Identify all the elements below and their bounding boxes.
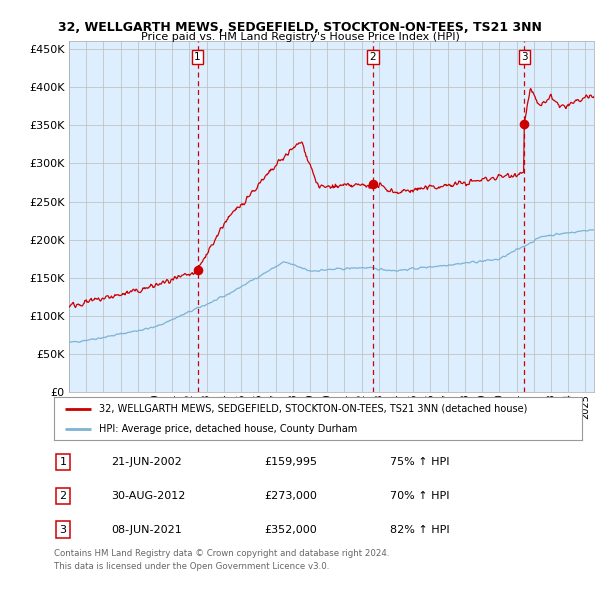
Text: This data is licensed under the Open Government Licence v3.0.: This data is licensed under the Open Gov… (54, 562, 329, 571)
Text: £352,000: £352,000 (264, 525, 317, 535)
Text: 21-JUN-2002: 21-JUN-2002 (111, 457, 182, 467)
Text: 3: 3 (521, 52, 527, 62)
Text: 70% ↑ HPI: 70% ↑ HPI (390, 491, 449, 501)
Text: Contains HM Land Registry data © Crown copyright and database right 2024.: Contains HM Land Registry data © Crown c… (54, 549, 389, 558)
Text: 82% ↑ HPI: 82% ↑ HPI (390, 525, 449, 535)
Text: 1: 1 (59, 457, 67, 467)
Text: 3: 3 (59, 525, 67, 535)
Text: 30-AUG-2012: 30-AUG-2012 (111, 491, 185, 501)
Text: 1: 1 (194, 52, 201, 62)
Text: 2: 2 (59, 491, 67, 501)
Text: £273,000: £273,000 (264, 491, 317, 501)
Text: 75% ↑ HPI: 75% ↑ HPI (390, 457, 449, 467)
Text: 2: 2 (370, 52, 376, 62)
Text: Price paid vs. HM Land Registry's House Price Index (HPI): Price paid vs. HM Land Registry's House … (140, 32, 460, 42)
Text: HPI: Average price, detached house, County Durham: HPI: Average price, detached house, Coun… (99, 424, 357, 434)
Text: 08-JUN-2021: 08-JUN-2021 (111, 525, 182, 535)
Point (193, 266, 202, 275)
Text: £159,995: £159,995 (264, 457, 317, 467)
Text: 32, WELLGARTH MEWS, SEDGEFIELD, STOCKTON-ON-TEES, TS21 3NN: 32, WELLGARTH MEWS, SEDGEFIELD, STOCKTON… (58, 21, 542, 34)
Point (368, 179, 378, 189)
Text: 32, WELLGARTH MEWS, SEDGEFIELD, STOCKTON-ON-TEES, TS21 3NN (detached house): 32, WELLGARTH MEWS, SEDGEFIELD, STOCKTON… (99, 404, 527, 414)
Point (520, 119, 529, 129)
